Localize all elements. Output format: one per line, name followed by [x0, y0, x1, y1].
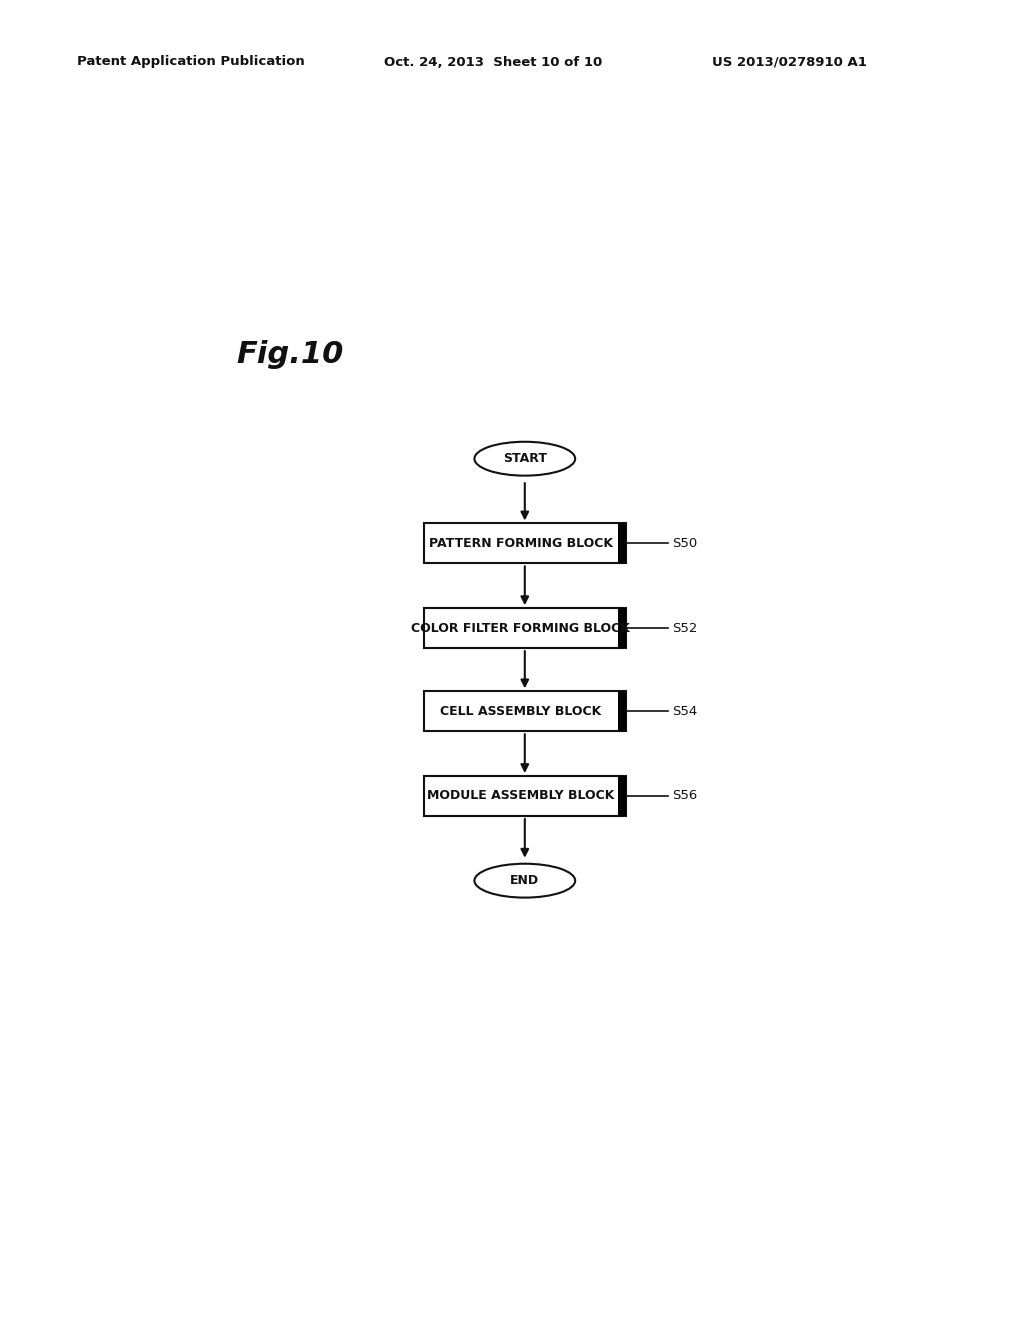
- Text: END: END: [510, 874, 540, 887]
- Bar: [424, 776, 626, 816]
- Text: Fig.10: Fig.10: [237, 341, 344, 370]
- Text: S52: S52: [672, 622, 697, 635]
- Ellipse shape: [474, 442, 575, 475]
- Text: COLOR FILTER FORMING BLOCK: COLOR FILTER FORMING BLOCK: [412, 622, 631, 635]
- Text: MODULE ASSEMBLY BLOCK: MODULE ASSEMBLY BLOCK: [427, 789, 614, 803]
- Bar: [424, 692, 626, 731]
- Text: Oct. 24, 2013  Sheet 10 of 10: Oct. 24, 2013 Sheet 10 of 10: [384, 55, 602, 69]
- Bar: [617, 524, 626, 564]
- Text: PATTERN FORMING BLOCK: PATTERN FORMING BLOCK: [429, 537, 613, 550]
- Bar: [617, 776, 626, 816]
- Text: US 2013/0278910 A1: US 2013/0278910 A1: [712, 55, 866, 69]
- Bar: [617, 692, 626, 731]
- Text: START: START: [503, 453, 547, 465]
- Text: CELL ASSEMBLY BLOCK: CELL ASSEMBLY BLOCK: [440, 705, 601, 718]
- Text: S56: S56: [672, 789, 697, 803]
- Ellipse shape: [474, 863, 575, 898]
- Bar: [424, 609, 626, 648]
- Text: Patent Application Publication: Patent Application Publication: [77, 55, 304, 69]
- Text: S54: S54: [672, 705, 697, 718]
- Bar: [424, 524, 626, 564]
- Text: S50: S50: [672, 537, 697, 550]
- Bar: [617, 609, 626, 648]
